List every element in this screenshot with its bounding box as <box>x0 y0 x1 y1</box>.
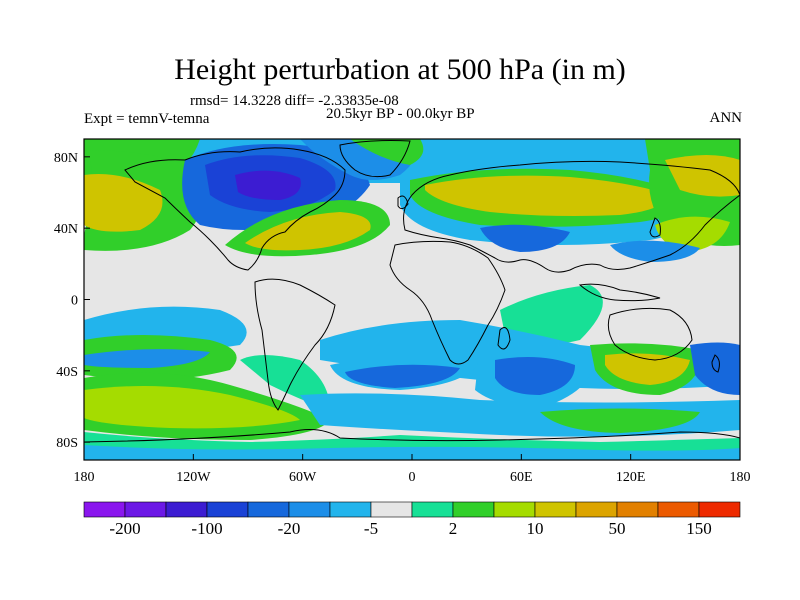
colorbar-box <box>452 501 495 518</box>
latitude-axis: 80N 40N 0 40S 80S <box>54 151 90 451</box>
colorbar-box <box>493 501 536 518</box>
field-region <box>495 356 575 395</box>
longitude-axis: 180 120W 60W 0 60E 120E 180 <box>74 454 751 485</box>
coastline-australia <box>607 307 693 361</box>
colorbar-box <box>657 501 700 518</box>
lon-tick-label: 180 <box>74 470 95 485</box>
coastline-antarctica <box>84 429 740 443</box>
lat-tick-label: 0 <box>71 294 78 309</box>
field-region <box>665 155 740 197</box>
field-region <box>540 408 700 433</box>
coastline-madagascar <box>497 327 511 350</box>
lon-tick-label: 120E <box>616 470 646 485</box>
colorbar-box <box>370 501 413 518</box>
field-region <box>245 212 371 251</box>
field-region <box>480 224 570 252</box>
colorbar-label: 150 <box>686 519 712 538</box>
colorbar-box <box>329 501 372 518</box>
field-contours <box>84 139 740 460</box>
field-region <box>84 349 210 368</box>
lon-tick-label: 180 <box>730 470 751 485</box>
period-label: 20.5kyr BP - 00.0kyr BP <box>326 106 475 122</box>
field-region <box>345 364 460 388</box>
colorbar-box <box>206 501 249 518</box>
lon-tick-label: 60W <box>289 470 317 485</box>
colorbar-label: -200 <box>109 519 140 538</box>
coastline-japan <box>649 217 661 238</box>
coastline-eurasia <box>403 160 740 273</box>
field-region <box>235 170 301 200</box>
plot-title: Height perturbation at 500 hPa (in m) <box>174 53 626 86</box>
colorbar-box <box>165 501 208 518</box>
colorbar-box <box>83 501 126 518</box>
coastline-africa <box>389 240 506 365</box>
colorbar-label: -100 <box>191 519 222 538</box>
season-label: ANN <box>709 110 743 126</box>
coastlines <box>84 140 740 443</box>
colorbar-label: -5 <box>364 519 378 538</box>
colorbar-label: 2 <box>449 519 458 538</box>
field-region <box>425 175 670 216</box>
colorbar-box <box>247 501 290 518</box>
colorbar-box <box>616 501 659 518</box>
field-region <box>690 342 740 395</box>
coastline-greenland <box>339 140 411 178</box>
colorbar-box <box>534 501 577 518</box>
map-panel <box>84 139 740 460</box>
field-region <box>84 386 300 429</box>
coastline-british-isles <box>397 195 409 210</box>
colorbar-box <box>575 501 618 518</box>
field-region <box>350 139 424 165</box>
lon-tick-label: 120W <box>176 470 211 485</box>
colorbar-label: -20 <box>278 519 301 538</box>
colorbar-label: 50 <box>609 519 626 538</box>
lat-tick-label: 80S <box>56 436 78 451</box>
colorbar-label: 10 <box>527 519 544 538</box>
lon-tick-label: 0 <box>409 470 416 485</box>
colorbar-box <box>288 501 331 518</box>
coastline-new-zealand <box>711 354 720 373</box>
lat-tick-label: 40N <box>54 222 78 237</box>
lat-tick-label: 80N <box>54 151 78 166</box>
field-region <box>84 445 740 460</box>
field-region <box>84 174 163 232</box>
stats-text: rmsd= 14.3228 diff= -2.33835e-08 <box>190 93 399 109</box>
colorbar-box <box>124 501 167 518</box>
coastline-north-america <box>124 147 346 271</box>
experiment-label: Expt = temnV-temna <box>84 111 210 127</box>
field-region <box>610 240 700 262</box>
colorbar: -200 -100 -20 -5 2 10 50 150 <box>83 501 741 538</box>
lon-tick-label: 60E <box>510 470 533 485</box>
coastline-south-america <box>254 278 336 411</box>
colorbar-box <box>411 501 454 518</box>
colorbar-box <box>698 501 741 518</box>
lat-tick-label: 40S <box>56 365 78 380</box>
coastline-indonesia <box>578 283 661 302</box>
field-region <box>500 285 603 344</box>
field-region <box>605 353 690 385</box>
